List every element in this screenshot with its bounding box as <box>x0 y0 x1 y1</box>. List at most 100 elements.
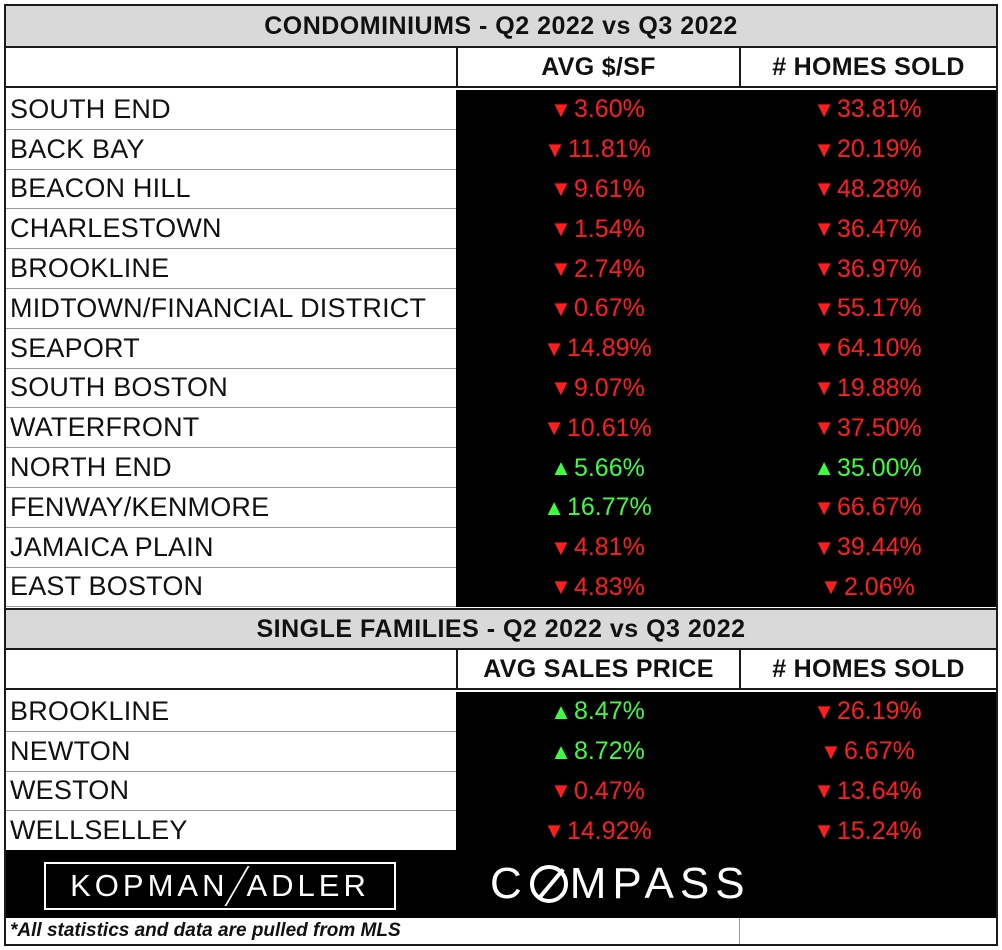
percent-value: 14.89% <box>566 334 652 363</box>
table-row: BEACON HILL ▼ 9.61% ▼ 48.28% <box>6 169 996 210</box>
condos-rows: SOUTH END ▼ 3.60% ▼ 33.81% BACK BAY ▼ 11.81% ▼ 20… <box>6 90 996 608</box>
homes-sold-change-cell: ▼ 37.50% <box>739 408 996 449</box>
table-row: NORTH END ▲ 5.66% ▲ 35.00% <box>6 448 996 488</box>
condos-column-header-row: AVG $/SF # HOMES SOLD <box>6 48 996 88</box>
homes-sold-change-cell: ▼ 6.67% <box>739 731 996 772</box>
up-arrow-icon: ▲ <box>550 738 572 764</box>
table-row: BROOKLINE ▼ 2.74% ▼ 36.97% <box>6 249 996 289</box>
homes-sold-change-cell: ▼ 36.97% <box>739 249 996 289</box>
up-arrow-icon: ▲ <box>550 455 572 481</box>
homes-sold-change-cell: ▼ 48.28% <box>739 169 996 210</box>
homes-sold-change-cell: ▼ 26.19% <box>739 692 996 732</box>
singles-header-blank <box>6 650 456 688</box>
condos-section-title: CONDOMINIUMS - Q2 2022 vs Q3 2022 <box>6 6 996 48</box>
down-arrow-icon: ▼ <box>813 494 835 520</box>
up-arrow-icon: ▲ <box>813 455 835 481</box>
price-change-cell: ▼ 1.54% <box>456 209 739 250</box>
table-row: SEAPORT ▼ 14.89% ▼ 64.10% <box>6 328 996 369</box>
homes-sold-change-cell: ▼ 19.88% <box>739 368 996 409</box>
percent-value: 13.64% <box>836 776 922 805</box>
down-arrow-icon: ▼ <box>550 216 572 242</box>
price-change-cell: ▼ 14.92% <box>456 811 739 852</box>
neighborhood-name: BACK BAY <box>6 129 456 170</box>
neighborhood-name: BROOKLINE <box>6 692 456 732</box>
condos-header-blank <box>6 48 456 86</box>
down-arrow-icon: ▼ <box>543 335 565 361</box>
market-report-table: CONDOMINIUMS - Q2 2022 vs Q3 2022 AVG $/… <box>4 4 998 946</box>
percent-value: 26.19% <box>836 697 922 726</box>
percent-value: 8.72% <box>573 737 645 766</box>
percent-value: 0.67% <box>573 294 645 323</box>
percent-value: 33.81% <box>836 95 922 124</box>
neighborhood-name: BEACON HILL <box>6 169 456 210</box>
down-arrow-icon: ▼ <box>813 375 835 401</box>
compass-logo: C MPASS <box>490 858 751 910</box>
neighborhood-name: WATERFRONT <box>6 408 456 449</box>
down-arrow-icon: ▼ <box>550 295 572 321</box>
neighborhood-name: NORTH END <box>6 448 456 488</box>
percent-value: 64.10% <box>836 334 922 363</box>
percent-value: 36.47% <box>836 214 922 243</box>
homes-sold-change-cell: ▼ 36.47% <box>739 209 996 250</box>
homes-sold-change-cell: ▼ 15.24% <box>739 811 996 852</box>
percent-value: 4.81% <box>573 533 645 562</box>
down-arrow-icon: ▼ <box>813 295 835 321</box>
table-row: MIDTOWN/FINANCIAL DISTRICT ▼ 0.67% ▼ 55.17% <box>6 288 996 329</box>
down-arrow-icon: ▼ <box>813 818 835 844</box>
down-arrow-icon: ▼ <box>550 778 572 804</box>
table-row: EAST BOSTON ▼ 4.83% ▼ 2.06% <box>6 567 996 608</box>
footnote-row: *All statistics and data are pulled from… <box>6 918 996 944</box>
compass-logo-rest: MPASS <box>569 859 751 908</box>
down-arrow-icon: ▼ <box>820 574 842 600</box>
singles-col-avg-sales-price: AVG SALES PRICE <box>456 650 739 688</box>
down-arrow-icon: ▼ <box>550 256 572 282</box>
down-arrow-icon: ▼ <box>813 415 835 441</box>
percent-value: 1.54% <box>573 214 645 243</box>
down-arrow-icon: ▼ <box>550 96 572 122</box>
down-arrow-icon: ▼ <box>813 534 835 560</box>
neighborhood-name: JAMAICA PLAIN <box>6 527 456 568</box>
percent-value: 37.50% <box>836 413 922 442</box>
singles-rows: BROOKLINE ▲ 8.47% ▼ 26.19% NEWTON ▲ 8.72% ▼ 6.67%… <box>6 692 996 852</box>
table-row: CHARLESTOWN ▼ 1.54% ▼ 36.47% <box>6 209 996 250</box>
up-arrow-icon: ▲ <box>543 494 565 520</box>
price-change-cell: ▲ 5.66% <box>456 448 739 488</box>
homes-sold-change-cell: ▼ 66.67% <box>739 487 996 528</box>
homes-sold-change-cell: ▼ 20.19% <box>739 129 996 170</box>
percent-value: 15.24% <box>836 816 922 845</box>
homes-sold-change-cell: ▼ 2.06% <box>739 567 996 608</box>
down-arrow-icon: ▼ <box>543 818 565 844</box>
percent-value: 14.92% <box>566 816 652 845</box>
percent-value: 16.77% <box>566 493 652 522</box>
down-arrow-icon: ▼ <box>550 176 572 202</box>
percent-value: 6.67% <box>843 737 915 766</box>
homes-sold-change-cell: ▼ 39.44% <box>739 527 996 568</box>
neighborhood-name: WESTON <box>6 771 456 812</box>
neighborhood-name: MIDTOWN/FINANCIAL DISTRICT <box>6 288 456 329</box>
down-arrow-icon: ▼ <box>550 534 572 560</box>
homes-sold-change-cell: ▲ 35.00% <box>739 448 996 488</box>
price-change-cell: ▼ 2.74% <box>456 249 739 289</box>
neighborhood-name: CHARLESTOWN <box>6 209 456 250</box>
percent-value: 0.47% <box>573 776 645 805</box>
kopman-adler-logo: KOPMAN ADLER <box>44 862 396 910</box>
down-arrow-icon: ▼ <box>813 216 835 242</box>
percent-value: 2.74% <box>573 254 645 283</box>
percent-value: 20.19% <box>836 135 922 164</box>
percent-value: 11.81% <box>567 135 651 164</box>
up-arrow-icon: ▲ <box>550 698 572 724</box>
table-row: WELLSELLEY ▼ 14.92% ▼ 15.24% <box>6 811 996 852</box>
percent-value: 9.61% <box>573 174 645 203</box>
percent-value: 8.47% <box>573 697 645 726</box>
price-change-cell: ▼ 4.81% <box>456 527 739 568</box>
neighborhood-name: SOUTH BOSTON <box>6 368 456 409</box>
neighborhood-name: BROOKLINE <box>6 249 456 289</box>
percent-value: 55.17% <box>836 294 922 323</box>
price-change-cell: ▼ 3.60% <box>456 90 739 130</box>
down-arrow-icon: ▼ <box>813 136 835 162</box>
percent-value: 48.28% <box>836 174 922 203</box>
percent-value: 66.67% <box>836 493 922 522</box>
down-arrow-icon: ▼ <box>543 415 565 441</box>
down-arrow-icon: ▼ <box>550 574 572 600</box>
price-change-cell: ▼ 4.83% <box>456 567 739 608</box>
